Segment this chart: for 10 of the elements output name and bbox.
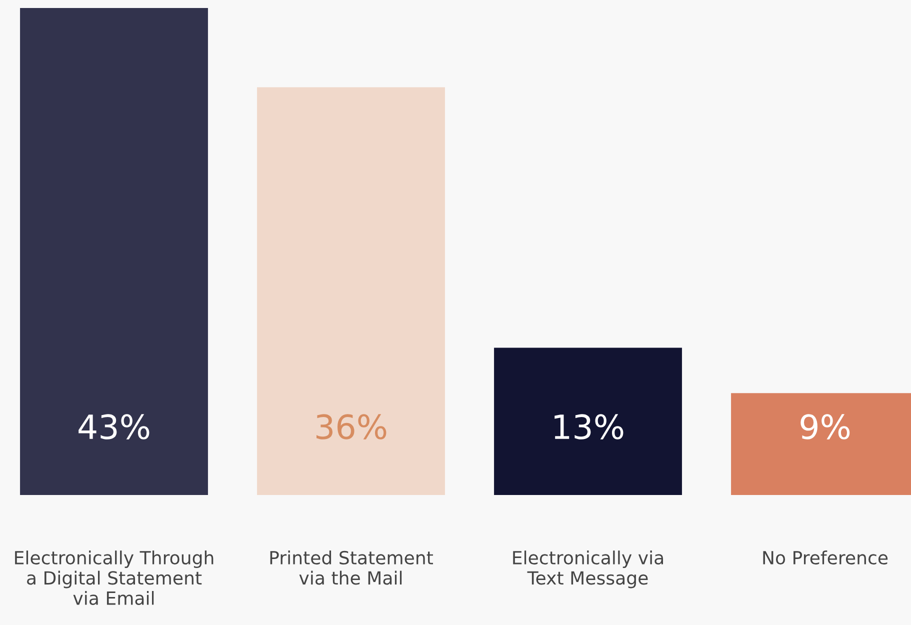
data-label: 13% [554, 414, 624, 440]
x-tick-label: Printed Statement via the Mail [270, 550, 433, 585]
x-tick-label: Electronically via Text Message [513, 550, 663, 588]
bar [20, 8, 208, 495]
data-label: 43% [78, 414, 150, 440]
data-label: 9% [800, 414, 850, 440]
x-tick-label: No Preference [763, 550, 888, 565]
data-label: 36% [316, 414, 386, 440]
bar [257, 87, 445, 495]
x-tick-label: Electronically Through a Digital Statement via Email [15, 550, 214, 605]
